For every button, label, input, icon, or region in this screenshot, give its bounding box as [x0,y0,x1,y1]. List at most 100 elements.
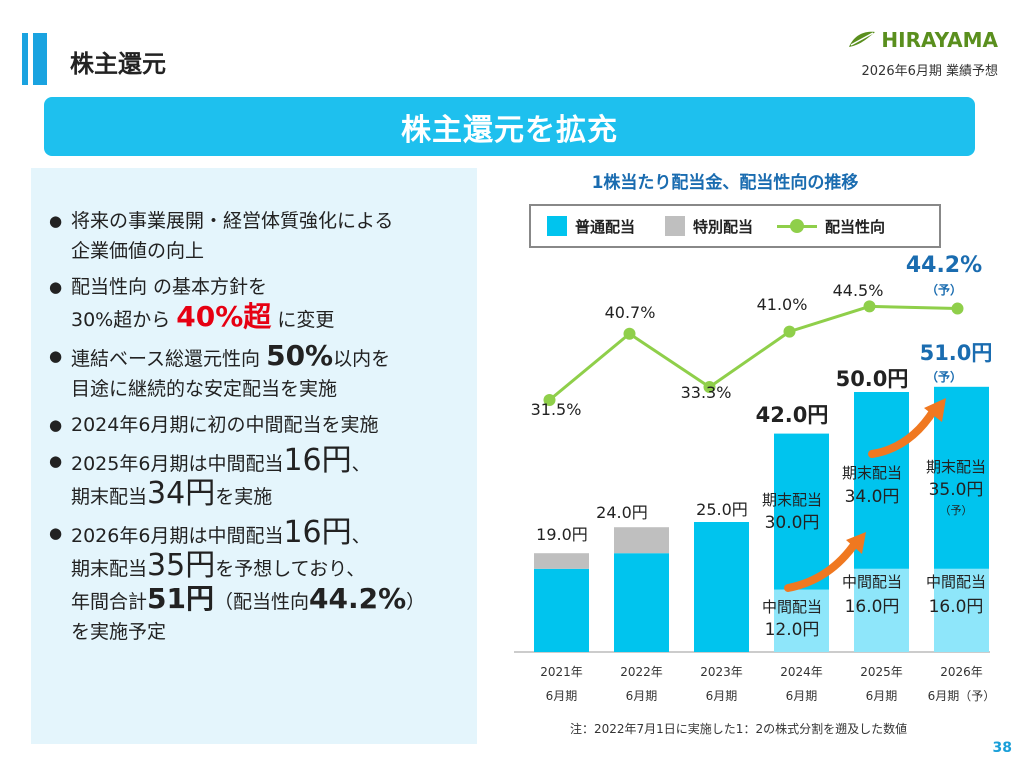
bullet-text-part: 30%超から [71,309,177,331]
payout-ratio-point [623,327,636,340]
bullet-text-part: 年間合計 [71,591,148,613]
bullet-text: 2025年6月期は中間配当16円、 [71,446,479,479]
legend-item-ratio: 配当性向 [777,216,885,237]
legend-item-special: 特別配当 [665,216,753,237]
x-tick-label: 6月期 [626,689,658,703]
payout-ratio-line [548,304,958,402]
bar-total-label: 19.0円 [536,525,588,544]
x-tick-label: 6月期（予） [928,689,996,703]
amount-highlight: 16円 [283,515,352,550]
x-tick-label: 2026年 [940,665,983,679]
bar-interim [934,568,989,652]
x-tick-label: 6月期 [786,689,818,703]
bullet-item: ● 2026年6月期は中間配当16円、 期末配当35円を予想しており、 年間合計… [49,518,479,647]
amount-highlight: 51円 [147,582,214,615]
legend-label: 普通配当 [575,217,636,236]
bar-interim [854,568,909,652]
interim-value: 16.0円 [929,597,984,617]
footnote: 注：2022年7月1日に実施した1：2の株式分割を遡及した数値 [570,722,908,736]
bullet-text: 期末配当35円を予想しており、 [71,551,479,584]
legend-swatch [665,216,686,236]
bullet-dot: ● [49,212,63,230]
bullet-text: 2024年6月期に初の中間配当を実施 [71,414,379,436]
bullet-text-part: 2025年6月期は中間配当 [71,453,284,475]
interim-value: 12.0円 [765,620,820,640]
bullet-text: 連結ベース総還元性向 50%以内を [71,341,479,374]
bullet-dot: ● [49,347,63,365]
x-tick-label: 2023年 [700,665,743,679]
page-title: 株主還元 [70,50,166,78]
year-end-label: 期末配当 [842,464,902,482]
bullet-item: ● 配当性向 の基本方針を 30%超から 40%超 に変更 [49,272,479,335]
chart-title: 1株当たり配当金、配当性向の推移 [591,173,859,193]
payout-ratio-label: 40.7% [605,303,656,322]
bullet-text-part: 期末配当 [71,486,148,508]
bullet-item: ● 将来の事業展開・経営体質強化による 企業価値の向上 [49,206,479,266]
x-tick-label: 2025年 [860,665,903,679]
dividend-chart: 2021年 6月期 2022年 6月期 2023年 6月期 2024年 6月期 2025年 6月期… [514,253,996,703]
headline-banner: 株主還元を拡充 [44,97,975,156]
total-return-highlight: 50% [266,339,334,372]
payout-ratio-point [543,394,556,406]
bullet-text-part: 2026年6月期は中間配当 [71,525,284,547]
bar-total-label: 24.0円 [596,503,648,522]
amount-highlight: 34円 [147,476,216,511]
payout-ratio-point [703,381,716,394]
bar-regular [614,553,669,652]
payout-ratio-label: 33.3% [681,383,732,402]
bullet-text: 30%超から 40%超 に変更 [71,302,479,335]
payout-ratio-label: 41.0% [757,295,808,314]
year-end-value: 34.0円 [845,487,900,507]
bullet-text-part: 以内を [333,348,391,370]
payout-ratio-point [951,302,964,315]
bar-interim [774,589,829,652]
legend-label: 特別配当 [693,217,754,236]
growth-arrow [868,406,938,458]
payout-ratio-point [783,325,796,338]
bullet-text: を実施予定 [71,621,167,643]
bullet-text: 将来の事業展開・経営体質強化による [71,210,394,232]
policy-bullets: ● 将来の事業展開・経営体質強化による 企業価値の向上 ● 配当性向 の基本方針… [49,206,479,647]
interim-label: 中間配当 [842,573,902,591]
bar-special [534,553,589,569]
interim-label: 中間配当 [926,573,986,591]
growth-arrow-head [924,398,946,422]
bar-year-end [774,433,829,590]
bar-regular [694,522,749,652]
bar-total-label: 51.0円 [920,341,993,365]
bar-total-label: 25.0円 [696,500,748,519]
x-tick-label: 6月期 [706,689,738,703]
bar-regular [534,568,589,652]
interim-value: 16.0円 [845,597,900,617]
bullet-text: 配当性向 の基本方針を [71,276,268,298]
bullet-text-part: 、 [351,453,371,475]
year-end-label: 期末配当 [762,491,822,509]
bullet-text-part: 連結ベース総還元性向 [71,348,267,370]
payout-ratio-label: 31.5% [531,400,582,419]
title-accent-bar-wide [33,33,47,85]
x-tick-label: 2022年 [620,665,663,679]
bullet-text: 企業価値の向上 [71,240,205,262]
bullet-text: 年間合計51円（配当性向44.2%） [71,584,479,617]
leaf-icon [849,31,876,47]
year-end-label: 期末配当 [926,458,986,476]
bar-special [614,527,669,554]
bullet-text-part: 期末配当 [71,558,148,580]
bullet-text-part: を予想しており、 [215,558,366,580]
payout-ratio-point [863,300,876,313]
bullet-item: ● 2024年6月期に初の中間配当を実施 [49,410,479,440]
policy-panel: ● 将来の事業展開・経営体質強化による 企業価値の向上 ● 配当性向 の基本方針… [31,168,477,744]
x-tick-label: 6月期 [546,689,578,703]
bullet-text-part: ） [406,591,426,613]
payout-ratio-label: 44.5% [833,281,884,300]
logo-text: HIRAYAMA [881,28,998,52]
x-tick-label: 6月期 [866,689,898,703]
bullet-text-part: （配当性向 [213,591,309,613]
bullet-dot: ● [49,416,63,434]
payout-target-highlight: 40%超 [176,300,272,333]
interim-label: 中間配当 [762,598,822,616]
amount-highlight: 16円 [283,443,352,478]
forecast-mark-label: （予） [940,504,973,517]
forecast-mark-label: （予） [926,369,962,384]
bullet-item: ● 2025年6月期は中間配当16円、 期末配当34円を実施 [49,446,479,512]
